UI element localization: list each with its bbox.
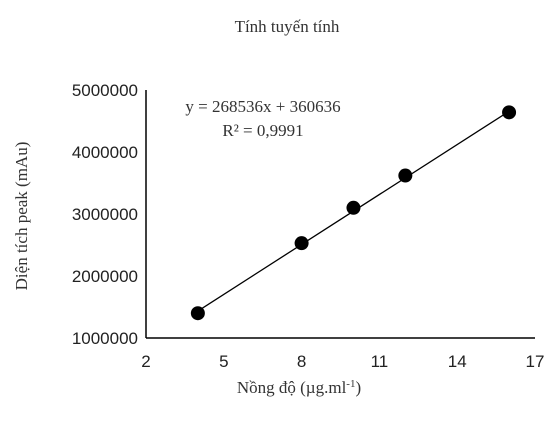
data-point — [502, 105, 517, 120]
x-tick-labels: 2 5 8 11 14 17 — [141, 352, 544, 371]
x-tick-label: 2 — [141, 352, 150, 371]
data-points — [190, 105, 517, 321]
x-tick-label: 8 — [297, 352, 306, 371]
y-tick-label: 4000000 — [72, 143, 138, 162]
y-tick-labels: 1000000 2000000 3000000 4000000 5000000 — [72, 81, 138, 348]
y-tick-label: 3000000 — [72, 205, 138, 224]
x-axis-label-main: Nồng độ (µg.ml — [237, 378, 347, 397]
data-point — [190, 306, 205, 321]
y-axis-label: Diện tích peak (mAu) — [12, 142, 31, 291]
data-point — [346, 200, 361, 215]
x-axis-label-superscript: -1 — [346, 378, 355, 390]
x-tick-label: 11 — [371, 352, 389, 371]
trendline-equation: y = 268536x + 360636 — [185, 97, 340, 116]
x-tick-label: 5 — [219, 352, 228, 371]
x-axis-label-suffix: ) — [355, 378, 361, 397]
data-point — [398, 168, 413, 183]
y-tick-label: 2000000 — [72, 267, 138, 286]
r-squared-label: R² = 0,9991 — [222, 121, 303, 140]
chart-title: Tính tuyến tính — [235, 17, 340, 36]
x-tick-label: 17 — [526, 352, 545, 371]
data-point — [294, 236, 309, 251]
x-axis-label: Nồng độ (µg.ml-1) — [237, 378, 361, 397]
y-tick-label: 1000000 — [72, 329, 138, 348]
y-tick-label: 5000000 — [72, 81, 138, 100]
x-tick-label: 14 — [448, 352, 467, 371]
